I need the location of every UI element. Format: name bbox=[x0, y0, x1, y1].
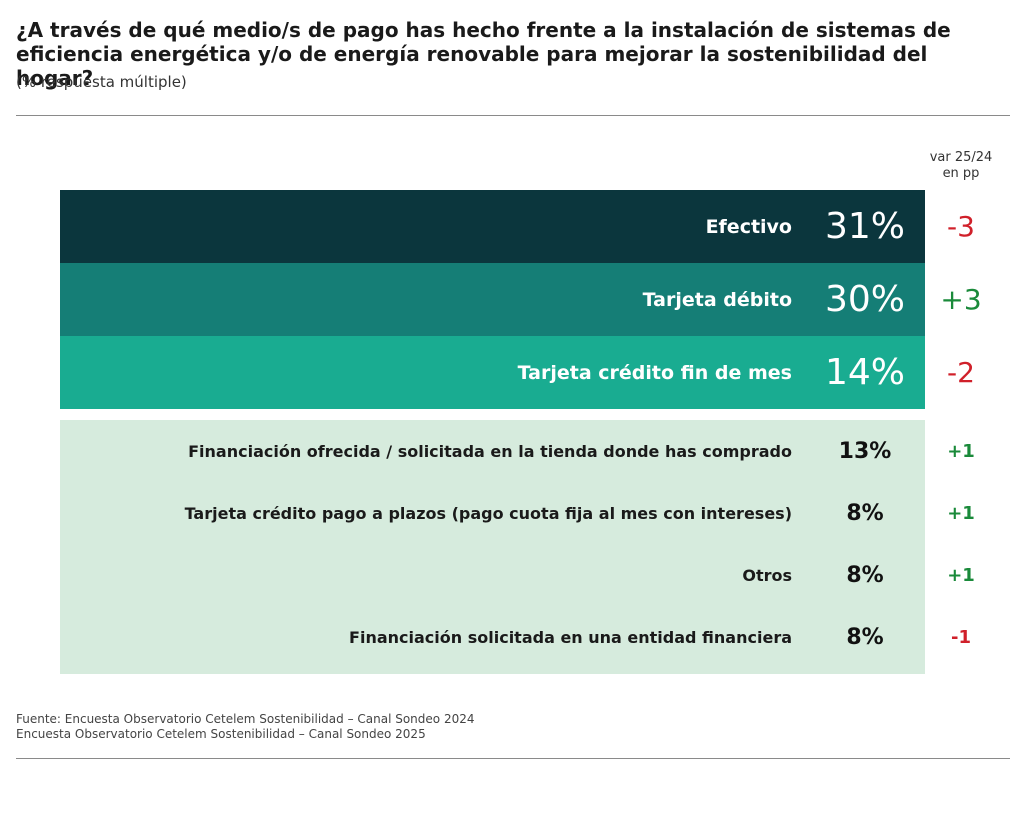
chart-title: ¿A través de qué medio/s de pago has hec… bbox=[16, 18, 951, 90]
table-row: Financiación solicitada en una entidad f… bbox=[60, 606, 925, 668]
row-percentage: 13% bbox=[838, 438, 892, 464]
table-row: Tarjeta crédito pago a plazos (pago cuot… bbox=[60, 482, 925, 544]
row-label: Tarjeta crédito pago a plazos (pago cuot… bbox=[184, 503, 792, 523]
chart-subtitle: (% respuesta múltiple) bbox=[16, 73, 187, 91]
top-divider bbox=[16, 115, 1010, 116]
row-variation: -3 bbox=[947, 210, 975, 243]
row-variation: -2 bbox=[947, 356, 975, 389]
row-percentage: 8% bbox=[846, 562, 884, 588]
row-label: Efectivo bbox=[705, 215, 792, 238]
bottom-divider bbox=[16, 758, 1010, 759]
row-label: Financiación ofrecida / solicitada en la… bbox=[188, 441, 792, 461]
table-row: Otros 8% bbox=[60, 544, 925, 606]
row-label: Tarjeta crédito fin de mes bbox=[517, 361, 792, 384]
var-column-header: var 25/24 en pp bbox=[918, 150, 1004, 182]
row-variation: +1 bbox=[947, 440, 975, 462]
row-percentage: 31% bbox=[824, 206, 905, 247]
row-label: Otros bbox=[742, 565, 792, 585]
secondary-rows-background bbox=[60, 420, 925, 674]
source-footer: Fuente: Encuesta Observatorio Cetelem So… bbox=[16, 712, 474, 742]
table-row: Efectivo 31% bbox=[60, 190, 925, 263]
row-label: Financiación solicitada en una entidad f… bbox=[349, 627, 792, 647]
row-variation: +1 bbox=[947, 502, 975, 524]
source-line-2: Encuesta Observatorio Cetelem Sostenibil… bbox=[16, 727, 426, 741]
row-percentage: 8% bbox=[846, 500, 884, 526]
row-percentage: 14% bbox=[824, 352, 905, 393]
row-label: Tarjeta débito bbox=[642, 288, 792, 311]
var-header-line2: en pp bbox=[942, 166, 980, 181]
source-line-1: Fuente: Encuesta Observatorio Cetelem So… bbox=[16, 712, 475, 726]
row-percentage: 30% bbox=[824, 279, 905, 320]
row-variation: +3 bbox=[940, 283, 982, 316]
table-row: Financiación ofrecida / solicitada en la… bbox=[60, 420, 925, 482]
table-row: Tarjeta débito 30% bbox=[60, 263, 925, 336]
row-variation: -1 bbox=[951, 626, 971, 648]
table-row: Tarjeta crédito fin de mes 14% bbox=[60, 336, 925, 409]
var-header-line1: var 25/24 bbox=[929, 150, 993, 165]
row-variation: +1 bbox=[947, 564, 975, 586]
row-percentage: 8% bbox=[846, 624, 884, 650]
